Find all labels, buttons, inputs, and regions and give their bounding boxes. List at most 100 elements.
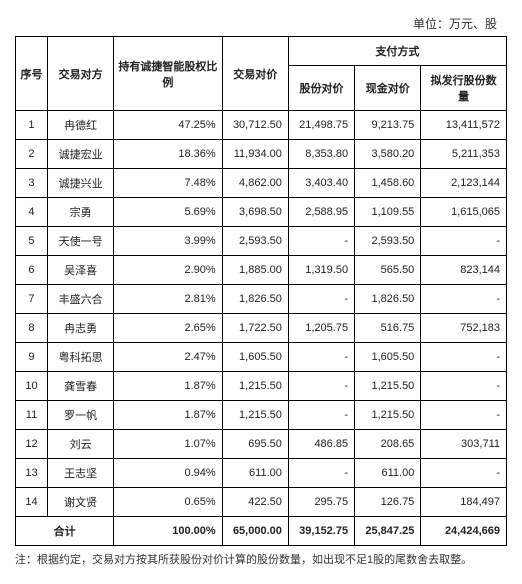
cell-cash: 9,213.75 xyxy=(355,111,421,140)
cell-price: 1,826.50 xyxy=(222,285,288,314)
cell-party: 刘云 xyxy=(47,430,113,459)
cell-party: 丰盛六合 xyxy=(47,285,113,314)
cell-qty: - xyxy=(421,459,507,488)
col-pay-group: 支付方式 xyxy=(288,37,506,66)
col-party: 交易对方 xyxy=(47,37,113,111)
cell-price: 1,215.50 xyxy=(222,372,288,401)
table-row: 2诚捷宏业18.36%11,934.008,353.803,580.205,21… xyxy=(16,140,507,169)
cell-seq: 5 xyxy=(16,227,48,256)
cell-price: 1,605.50 xyxy=(222,343,288,372)
cell-party: 粤科拓思 xyxy=(47,343,113,372)
cell-cash: 126.75 xyxy=(355,488,421,517)
cell-cash: 611.00 xyxy=(355,459,421,488)
cell-ratio: 2.90% xyxy=(114,256,222,285)
cell-seq: 12 xyxy=(16,430,48,459)
cell-qty: 13,411,572 xyxy=(421,111,507,140)
total-label: 合计 xyxy=(16,517,114,546)
cell-party: 吴泽喜 xyxy=(47,256,113,285)
cell-cash: 565.50 xyxy=(355,256,421,285)
cell-price: 4,862.00 xyxy=(222,169,288,198)
col-ratio: 持有诚捷智能股权比例 xyxy=(114,37,222,111)
total-ratio: 100.00% xyxy=(114,517,222,546)
cell-cash: 1,109.55 xyxy=(355,198,421,227)
cell-ratio: 18.36% xyxy=(114,140,222,169)
cell-cash: 2,593.50 xyxy=(355,227,421,256)
table-row: 13王志坚0.94%611.00-611.00- xyxy=(16,459,507,488)
table-row: 6吴泽喜2.90%1,885.001,319.50565.50823,144 xyxy=(16,256,507,285)
cell-party: 罗一帆 xyxy=(47,401,113,430)
cell-party: 龚雪春 xyxy=(47,372,113,401)
cell-share: 486.85 xyxy=(288,430,354,459)
cell-party: 王志坚 xyxy=(47,459,113,488)
cell-cash: 3,580.20 xyxy=(355,140,421,169)
cell-seq: 1 xyxy=(16,111,48,140)
cell-cash: 208.65 xyxy=(355,430,421,459)
cell-seq: 2 xyxy=(16,140,48,169)
cell-party: 天使一号 xyxy=(47,227,113,256)
cell-price: 11,934.00 xyxy=(222,140,288,169)
cell-qty: 184,497 xyxy=(421,488,507,517)
cell-cash: 1,826.50 xyxy=(355,285,421,314)
cell-cash: 1,605.50 xyxy=(355,343,421,372)
cell-ratio: 1.07% xyxy=(114,430,222,459)
cell-share: 2,588.95 xyxy=(288,198,354,227)
table-row: 14谢文贤0.65%422.50295.75126.75184,497 xyxy=(16,488,507,517)
cell-party: 冉志勇 xyxy=(47,314,113,343)
cell-ratio: 1.87% xyxy=(114,372,222,401)
total-price: 65,000.00 xyxy=(222,517,288,546)
cell-share: - xyxy=(288,343,354,372)
cell-qty: 2,123,144 xyxy=(421,169,507,198)
cell-price: 1,885.00 xyxy=(222,256,288,285)
cell-share: 21,498.75 xyxy=(288,111,354,140)
cell-share: - xyxy=(288,372,354,401)
cell-ratio: 3.99% xyxy=(114,227,222,256)
col-price: 交易对价 xyxy=(222,37,288,111)
col-cash-pay: 现金对价 xyxy=(355,66,421,111)
col-seq: 序号 xyxy=(16,37,48,111)
cell-seq: 10 xyxy=(16,372,48,401)
cell-qty: 1,615,065 xyxy=(421,198,507,227)
cell-ratio: 2.81% xyxy=(114,285,222,314)
cell-price: 422.50 xyxy=(222,488,288,517)
unit-label: 单位：万元、股 xyxy=(15,15,507,32)
cell-cash: 1,215.50 xyxy=(355,401,421,430)
cell-qty: 823,144 xyxy=(421,256,507,285)
cell-party: 冉德红 xyxy=(47,111,113,140)
cell-ratio: 2.47% xyxy=(114,343,222,372)
cell-party: 谢文贤 xyxy=(47,488,113,517)
cell-cash: 1,215.50 xyxy=(355,372,421,401)
cell-ratio: 1.87% xyxy=(114,401,222,430)
cell-qty: - xyxy=(421,285,507,314)
cell-share: - xyxy=(288,459,354,488)
cell-ratio: 5.69% xyxy=(114,198,222,227)
cell-seq: 4 xyxy=(16,198,48,227)
col-issue-qty: 拟发行股份数量 xyxy=(421,66,507,111)
total-row: 合计 100.00% 65,000.00 39,152.75 25,847.25… xyxy=(16,517,507,546)
total-share: 39,152.75 xyxy=(288,517,354,546)
cell-ratio: 0.65% xyxy=(114,488,222,517)
total-qty: 24,424,669 xyxy=(421,517,507,546)
table-row: 10龚雪春1.87%1,215.50-1,215.50- xyxy=(16,372,507,401)
cell-price: 1,722.50 xyxy=(222,314,288,343)
cell-price: 3,698.50 xyxy=(222,198,288,227)
table-row: 4宗勇5.69%3,698.502,588.951,109.551,615,06… xyxy=(16,198,507,227)
cell-qty: 5,211,353 xyxy=(421,140,507,169)
cell-share: 3,403.40 xyxy=(288,169,354,198)
total-cash: 25,847.25 xyxy=(355,517,421,546)
cell-party: 诚捷兴业 xyxy=(47,169,113,198)
cell-price: 1,215.50 xyxy=(222,401,288,430)
cell-share: - xyxy=(288,401,354,430)
cell-seq: 9 xyxy=(16,343,48,372)
cell-cash: 516.75 xyxy=(355,314,421,343)
table-row: 7丰盛六合2.81%1,826.50-1,826.50- xyxy=(16,285,507,314)
cell-seq: 11 xyxy=(16,401,48,430)
cell-seq: 3 xyxy=(16,169,48,198)
table-row: 11罗一帆1.87%1,215.50-1,215.50- xyxy=(16,401,507,430)
cell-qty: - xyxy=(421,401,507,430)
col-share-pay: 股份对价 xyxy=(288,66,354,111)
table-row: 1冉德红47.25%30,712.5021,498.759,213.7513,4… xyxy=(16,111,507,140)
cell-cash: 1,458.60 xyxy=(355,169,421,198)
transaction-table: 序号 交易对方 持有诚捷智能股权比例 交易对价 支付方式 股份对价 现金对价 拟… xyxy=(15,36,507,546)
cell-ratio: 2.65% xyxy=(114,314,222,343)
cell-price: 611.00 xyxy=(222,459,288,488)
